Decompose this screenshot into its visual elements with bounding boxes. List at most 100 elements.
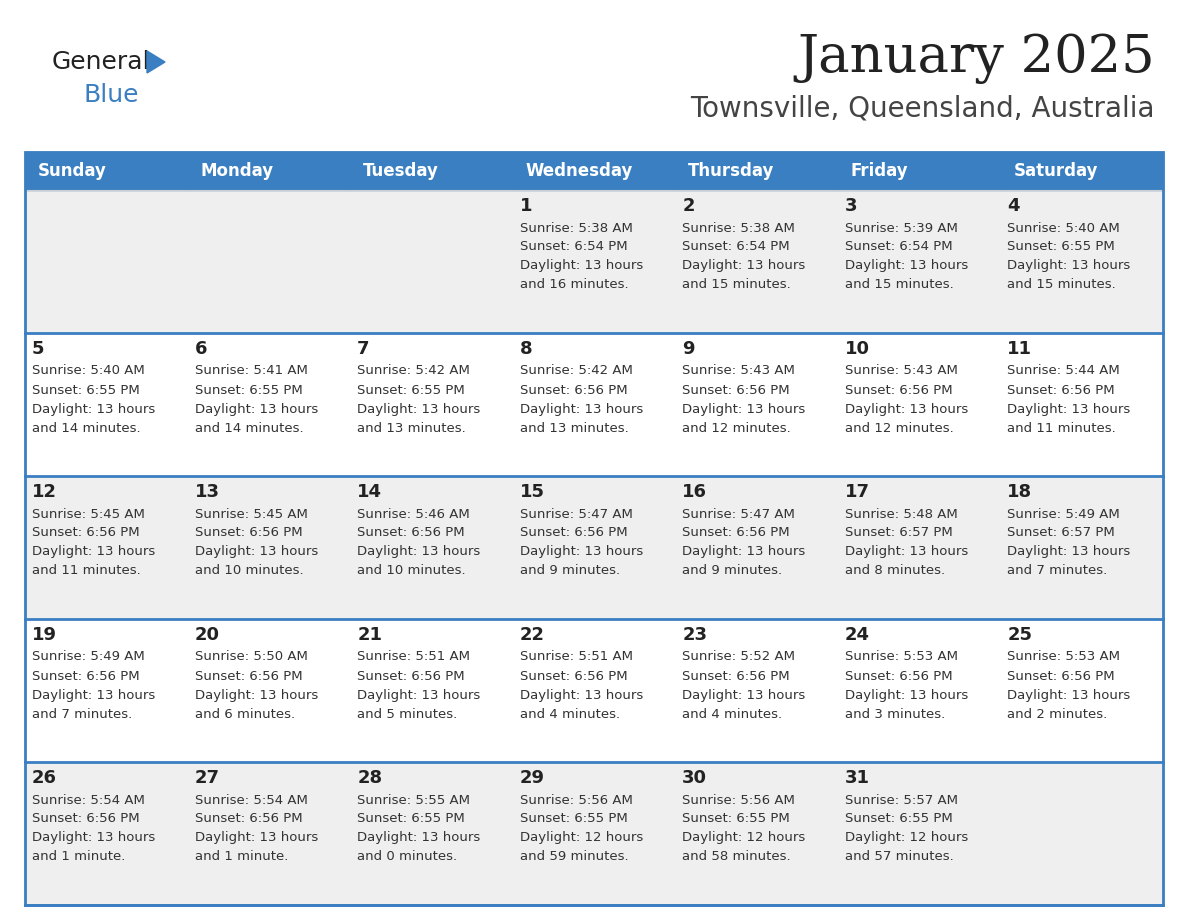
- Text: 4: 4: [1007, 197, 1020, 215]
- Text: Daylight: 13 hours: Daylight: 13 hours: [845, 545, 968, 558]
- Text: Daylight: 13 hours: Daylight: 13 hours: [32, 545, 156, 558]
- Text: 3: 3: [845, 197, 858, 215]
- Text: and 7 minutes.: and 7 minutes.: [1007, 565, 1107, 577]
- Text: and 16 minutes.: and 16 minutes.: [519, 278, 628, 292]
- Text: Daylight: 13 hours: Daylight: 13 hours: [519, 545, 643, 558]
- Text: Daylight: 13 hours: Daylight: 13 hours: [358, 832, 480, 845]
- Text: Sunset: 6:54 PM: Sunset: 6:54 PM: [682, 241, 790, 253]
- Text: 11: 11: [1007, 340, 1032, 358]
- Text: Sunset: 6:56 PM: Sunset: 6:56 PM: [1007, 384, 1116, 397]
- Text: Sunrise: 5:51 AM: Sunrise: 5:51 AM: [358, 651, 470, 664]
- Text: Sunset: 6:55 PM: Sunset: 6:55 PM: [682, 812, 790, 825]
- Text: 21: 21: [358, 626, 383, 644]
- Text: Sunrise: 5:39 AM: Sunrise: 5:39 AM: [845, 221, 958, 234]
- Text: Sunrise: 5:47 AM: Sunrise: 5:47 AM: [682, 508, 795, 521]
- Text: Sunset: 6:56 PM: Sunset: 6:56 PM: [682, 527, 790, 540]
- Text: Sunset: 6:57 PM: Sunset: 6:57 PM: [845, 527, 953, 540]
- Text: and 58 minutes.: and 58 minutes.: [682, 850, 791, 864]
- Text: and 11 minutes.: and 11 minutes.: [32, 565, 140, 577]
- Text: Sunrise: 5:43 AM: Sunrise: 5:43 AM: [845, 364, 958, 377]
- Text: Daylight: 12 hours: Daylight: 12 hours: [519, 832, 643, 845]
- Bar: [838, 333, 1000, 476]
- Text: 23: 23: [682, 626, 707, 644]
- Bar: [350, 762, 513, 905]
- Text: 24: 24: [845, 626, 870, 644]
- Bar: [1000, 333, 1163, 476]
- Text: and 0 minutes.: and 0 minutes.: [358, 850, 457, 864]
- Text: General: General: [52, 50, 151, 74]
- Bar: [188, 476, 350, 619]
- Text: and 11 minutes.: and 11 minutes.: [1007, 421, 1117, 434]
- Text: and 14 minutes.: and 14 minutes.: [32, 421, 140, 434]
- Text: Sunrise: 5:45 AM: Sunrise: 5:45 AM: [195, 508, 308, 521]
- Text: 22: 22: [519, 626, 545, 644]
- Text: Daylight: 13 hours: Daylight: 13 hours: [358, 688, 480, 701]
- Text: Wednesday: Wednesday: [526, 162, 633, 180]
- Bar: [25, 476, 188, 619]
- Text: Sunrise: 5:49 AM: Sunrise: 5:49 AM: [1007, 508, 1120, 521]
- Text: Daylight: 13 hours: Daylight: 13 hours: [1007, 688, 1131, 701]
- Text: Sunset: 6:56 PM: Sunset: 6:56 PM: [195, 812, 302, 825]
- Text: 19: 19: [32, 626, 57, 644]
- Text: Sunset: 6:55 PM: Sunset: 6:55 PM: [845, 812, 953, 825]
- Text: 5: 5: [32, 340, 44, 358]
- Text: 28: 28: [358, 769, 383, 787]
- Bar: [838, 190, 1000, 333]
- Text: Daylight: 13 hours: Daylight: 13 hours: [358, 545, 480, 558]
- Text: Daylight: 13 hours: Daylight: 13 hours: [845, 260, 968, 273]
- Text: Sunrise: 5:40 AM: Sunrise: 5:40 AM: [32, 364, 145, 377]
- Text: and 4 minutes.: and 4 minutes.: [519, 708, 620, 721]
- Text: Sunset: 6:56 PM: Sunset: 6:56 PM: [845, 669, 953, 682]
- Text: Sunset: 6:56 PM: Sunset: 6:56 PM: [195, 669, 302, 682]
- Text: and 10 minutes.: and 10 minutes.: [195, 565, 303, 577]
- Text: 13: 13: [195, 483, 220, 501]
- Text: and 9 minutes.: and 9 minutes.: [682, 565, 783, 577]
- Text: 26: 26: [32, 769, 57, 787]
- Text: Sunset: 6:56 PM: Sunset: 6:56 PM: [195, 527, 302, 540]
- Text: 17: 17: [845, 483, 870, 501]
- Text: Daylight: 13 hours: Daylight: 13 hours: [682, 688, 805, 701]
- Text: Thursday: Thursday: [688, 162, 775, 180]
- Text: Saturday: Saturday: [1013, 162, 1098, 180]
- Text: and 15 minutes.: and 15 minutes.: [1007, 278, 1117, 292]
- Text: Friday: Friday: [851, 162, 909, 180]
- Text: Sunrise: 5:38 AM: Sunrise: 5:38 AM: [682, 221, 795, 234]
- Bar: [675, 476, 838, 619]
- Bar: [25, 190, 188, 333]
- Text: and 13 minutes.: and 13 minutes.: [358, 421, 466, 434]
- Text: Daylight: 13 hours: Daylight: 13 hours: [1007, 545, 1131, 558]
- Text: Daylight: 13 hours: Daylight: 13 hours: [682, 545, 805, 558]
- Bar: [513, 152, 675, 190]
- Bar: [838, 476, 1000, 619]
- Bar: [350, 190, 513, 333]
- Text: Daylight: 13 hours: Daylight: 13 hours: [519, 688, 643, 701]
- Text: Sunrise: 5:56 AM: Sunrise: 5:56 AM: [519, 793, 632, 807]
- Text: Sunset: 6:56 PM: Sunset: 6:56 PM: [358, 527, 465, 540]
- Text: Sunset: 6:56 PM: Sunset: 6:56 PM: [32, 669, 140, 682]
- Text: Sunrise: 5:49 AM: Sunrise: 5:49 AM: [32, 651, 145, 664]
- Text: 25: 25: [1007, 626, 1032, 644]
- Text: Daylight: 12 hours: Daylight: 12 hours: [845, 832, 968, 845]
- Bar: [188, 190, 350, 333]
- Bar: [513, 762, 675, 905]
- Text: Sunset: 6:56 PM: Sunset: 6:56 PM: [358, 669, 465, 682]
- Text: Daylight: 13 hours: Daylight: 13 hours: [195, 402, 318, 416]
- Text: Sunset: 6:56 PM: Sunset: 6:56 PM: [519, 527, 627, 540]
- Text: and 13 minutes.: and 13 minutes.: [519, 421, 628, 434]
- Bar: [25, 619, 188, 762]
- Bar: [188, 619, 350, 762]
- Text: Sunset: 6:55 PM: Sunset: 6:55 PM: [195, 384, 302, 397]
- Text: Sunrise: 5:53 AM: Sunrise: 5:53 AM: [1007, 651, 1120, 664]
- Text: 8: 8: [519, 340, 532, 358]
- Text: 6: 6: [195, 340, 207, 358]
- Text: Sunset: 6:55 PM: Sunset: 6:55 PM: [1007, 241, 1116, 253]
- Text: Sunset: 6:56 PM: Sunset: 6:56 PM: [682, 384, 790, 397]
- Text: Sunrise: 5:55 AM: Sunrise: 5:55 AM: [358, 793, 470, 807]
- Text: and 1 minute.: and 1 minute.: [32, 850, 126, 864]
- Text: Daylight: 13 hours: Daylight: 13 hours: [682, 260, 805, 273]
- Polygon shape: [147, 51, 165, 73]
- Text: and 2 minutes.: and 2 minutes.: [1007, 708, 1107, 721]
- Text: Sunset: 6:55 PM: Sunset: 6:55 PM: [358, 812, 465, 825]
- Bar: [838, 619, 1000, 762]
- Bar: [675, 762, 838, 905]
